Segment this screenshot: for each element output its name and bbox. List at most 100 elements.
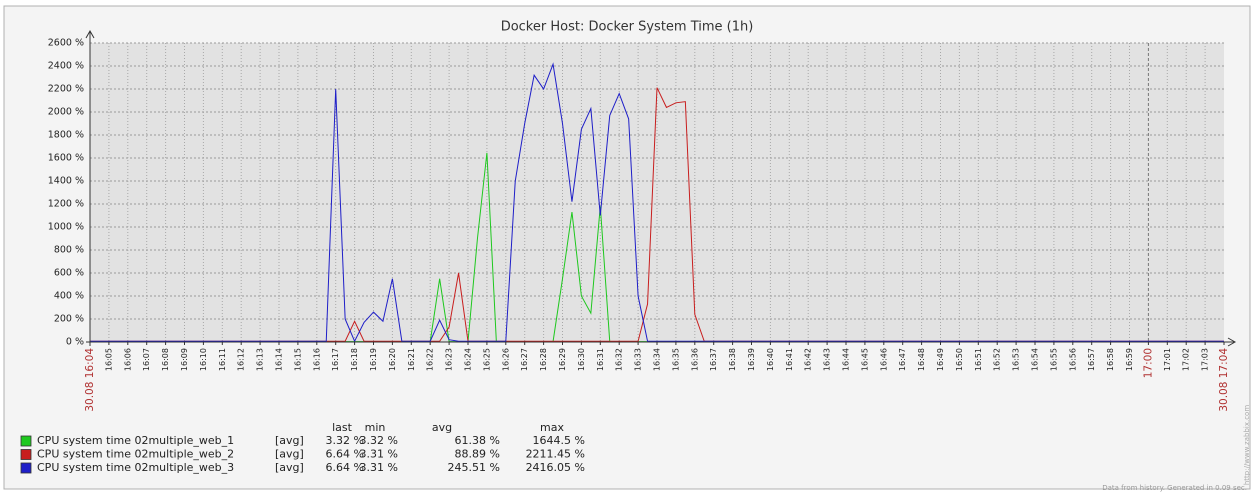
x-tick-label: 16:44 — [842, 348, 851, 371]
x-tick-label: 16:46 — [879, 348, 888, 371]
legend-function: [avg] — [275, 461, 304, 474]
x-tick-label: 16:15 — [293, 348, 302, 371]
x-tick-label: 16:26 — [501, 348, 510, 371]
x-tick-label: 16:05 — [104, 348, 113, 371]
x-tick-label: 16:22 — [426, 348, 435, 371]
y-tick-label: 600 % — [54, 268, 84, 279]
x-tick-label: 16:50 — [955, 348, 964, 371]
x-tick-label: 16:51 — [974, 348, 983, 371]
legend-column: min — [365, 421, 386, 434]
footnote: Data from history. Generated in 0.09 sec… — [1102, 484, 1247, 492]
x-tick-label: 16:41 — [785, 348, 794, 371]
legend-swatch — [20, 449, 32, 460]
x-tick-label: 30.08 16:04 — [84, 348, 96, 412]
legend-stat: 6.64 % — [326, 461, 364, 474]
legend-stat: 88.89 % — [455, 448, 500, 461]
watermark: http://www.zabbix.com — [1243, 405, 1251, 485]
legend-stat: 3.31 % — [360, 461, 398, 474]
x-tick-label: 17:01 — [1163, 348, 1172, 371]
x-tick-label: 16:20 — [388, 348, 397, 371]
x-tick-label: 16:35 — [671, 348, 680, 371]
y-tick-label: 2600 % — [48, 38, 84, 49]
legend-stat: 3.31 % — [360, 448, 398, 461]
legend-function: [avg] — [275, 448, 304, 461]
x-tick-label: 16:36 — [690, 348, 699, 371]
x-tick-label: 16:58 — [1106, 348, 1115, 371]
x-tick-label: 16:23 — [445, 348, 454, 371]
x-tick-label: 16:30 — [577, 348, 586, 371]
chart-title: Docker Host: Docker System Time (1h) — [501, 20, 754, 35]
y-tick-label: 1200 % — [48, 199, 84, 210]
legend-swatch — [20, 462, 32, 474]
x-tick-label: 16:45 — [860, 348, 869, 371]
legend-stat: 3.32 % — [326, 434, 364, 447]
x-tick-label: 16:34 — [653, 348, 662, 371]
x-tick-label: 16:54 — [1031, 348, 1040, 371]
legend-stat: 1644.5 % — [533, 434, 585, 447]
x-tick-label: 16:55 — [1049, 348, 1058, 371]
x-tick-label: 16:11 — [218, 348, 227, 371]
x-tick-label: 17:03 — [1201, 348, 1210, 371]
x-tick-label: 16:53 — [1012, 348, 1021, 371]
x-tick-label: 16:40 — [766, 348, 775, 371]
x-tick-label: 16:39 — [747, 348, 756, 371]
x-tick-label: 16:17 — [331, 348, 340, 371]
y-tick-label: 1000 % — [48, 222, 84, 233]
legend-stat: 2211.45 % — [526, 448, 585, 461]
legend: last min avg max CPU system time 02multiple_… — [20, 421, 585, 474]
x-tick-label: 17:00 — [1142, 348, 1154, 378]
y-tick-label: 800 % — [54, 245, 84, 256]
y-tick-label: 1800 % — [48, 130, 84, 141]
x-tick-label: 16:24 — [464, 348, 473, 371]
y-tick-label: 1400 % — [48, 176, 84, 187]
x-tick-label: 16:49 — [936, 348, 945, 371]
x-tick-label: 16:52 — [993, 348, 1002, 371]
x-tick-label: 16:06 — [123, 348, 132, 371]
legend-function: [avg] — [275, 434, 304, 447]
legend-column: max — [540, 421, 564, 434]
legend-stat: 61.38 % — [455, 434, 500, 447]
legend-column: avg — [432, 421, 452, 434]
x-tick-label: 16:38 — [728, 348, 737, 371]
x-tick-label: 16:31 — [596, 348, 605, 371]
x-tick-label: 16:59 — [1125, 348, 1134, 371]
legend-stat: 245.51 % — [448, 461, 500, 474]
x-tick-label: 16:48 — [917, 348, 926, 371]
x-tick-label: 16:42 — [804, 348, 813, 371]
x-tick-label: 16:19 — [369, 348, 378, 371]
x-tick-label: 16:21 — [407, 348, 416, 371]
x-tick-label: 16:16 — [312, 348, 321, 371]
legend-swatch — [20, 435, 32, 447]
ticks: 0 % 200 % 400 % 600 % 800 % 1000 % 1200 % 1400 … — [48, 38, 1230, 412]
x-tick-label: 16:25 — [482, 348, 491, 371]
legend-stat: 6.64 % — [326, 448, 364, 461]
series-line — [90, 62, 1224, 343]
y-tick-label: 2000 % — [48, 107, 84, 118]
x-tick-label: 16:09 — [180, 348, 189, 371]
x-tick-label: 16:37 — [709, 348, 718, 371]
x-tick-label: 16:18 — [350, 348, 359, 371]
x-tick-label: 16:07 — [142, 348, 151, 371]
grid — [90, 42, 1224, 343]
y-tick-label: 1600 % — [48, 153, 84, 164]
legend-name: CPU system time 02multiple_web_2 — [37, 448, 234, 461]
x-tick-label: 16:14 — [275, 348, 284, 371]
x-tick-label: 16:12 — [237, 348, 246, 371]
y-tick-label: 2200 % — [48, 84, 84, 95]
x-tick-label: 16:47 — [898, 348, 907, 371]
y-tick-label: 200 % — [54, 314, 84, 325]
x-tick-label: 16:43 — [823, 348, 832, 371]
x-tick-label: 16:57 — [1087, 348, 1096, 371]
legend-column: last — [332, 421, 353, 434]
x-tick-label: 16:27 — [520, 348, 529, 371]
y-tick-label: 2400 % — [48, 61, 84, 72]
x-tick-label: 16:28 — [539, 348, 548, 371]
legend-name: CPU system time 02multiple_web_3 — [37, 461, 234, 474]
x-tick-label: 16:10 — [199, 348, 208, 371]
x-tick-label: 16:32 — [615, 348, 624, 371]
legend-name: CPU system time 02multiple_web_1 — [37, 434, 234, 447]
x-tick-label: 16:13 — [256, 348, 265, 371]
x-tick-label: 16:29 — [558, 348, 567, 371]
y-tick-label: 400 % — [54, 291, 84, 302]
